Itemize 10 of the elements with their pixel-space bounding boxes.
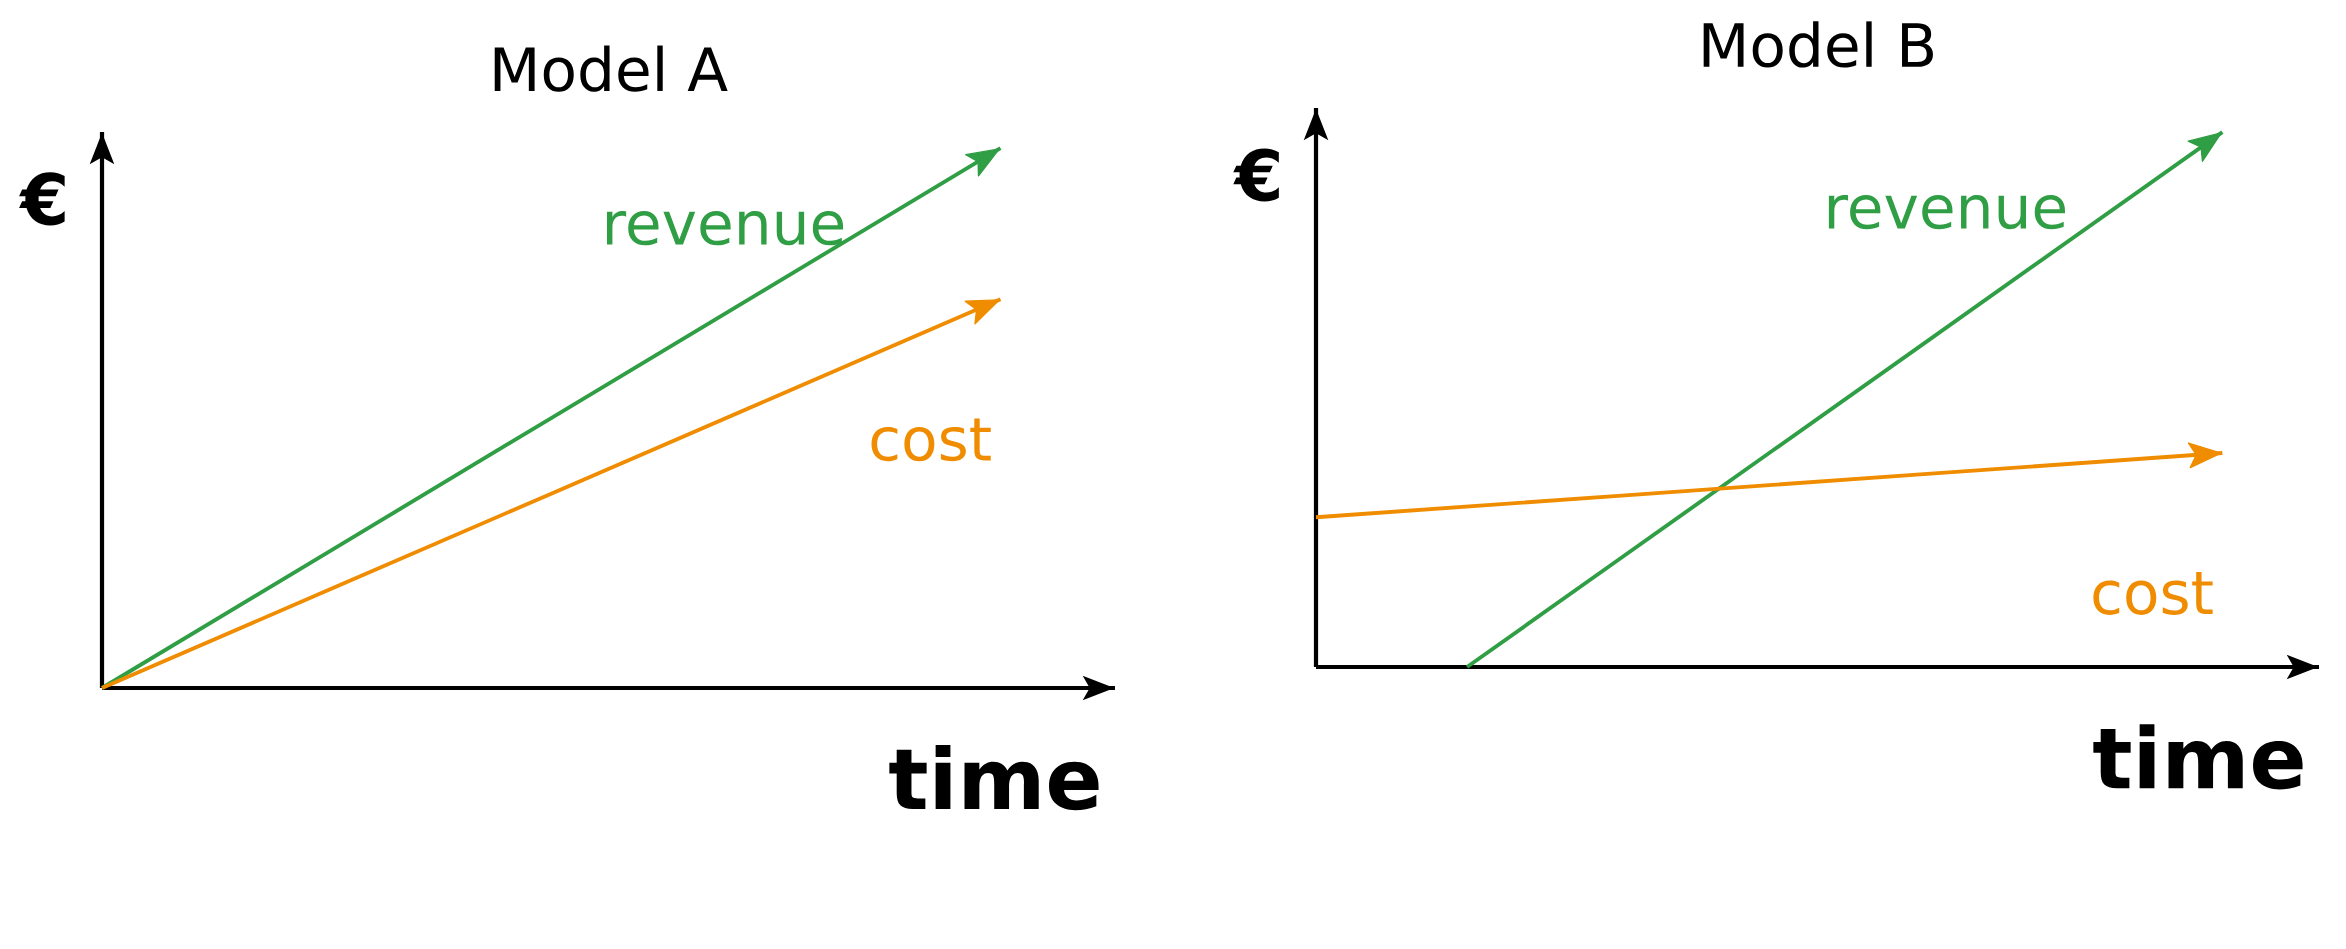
chart-title: Model A (494, 45, 728, 92)
series-label: revenue (1828, 194, 2065, 230)
y-axis-title: € (1233, 148, 1279, 202)
x-axis-title: time (2093, 724, 2303, 790)
series-label: revenue (607, 211, 844, 246)
chart-title: Model B (1703, 21, 1933, 68)
x-axis-title: time (889, 744, 1099, 811)
series-label: cost (871, 418, 991, 462)
series-label: cost (2093, 572, 2213, 615)
y-axis-title: € (19, 172, 65, 226)
